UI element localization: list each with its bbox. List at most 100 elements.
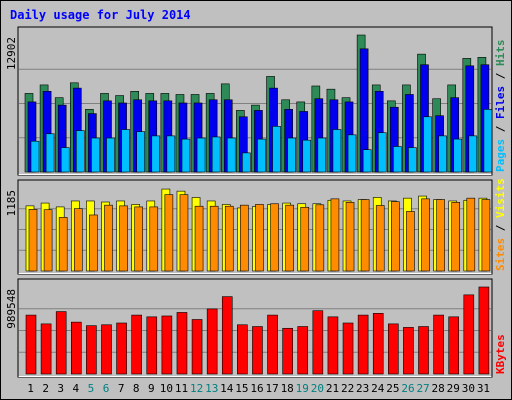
bar-pages-day-16: [257, 138, 266, 173]
bar-pages-day-13: [211, 136, 221, 173]
bar-pages-day-2: [45, 133, 55, 173]
bar-pages-day-24: [377, 132, 387, 173]
panel-kbytes: 989548 KBytes: [5, 278, 507, 378]
bar-pages-day-8: [136, 131, 145, 173]
bar-sites-day-24: [375, 205, 385, 272]
bar-kbytes-day-21: [327, 316, 339, 375]
bar-sites-day-10: [164, 194, 174, 272]
x-tick-label-day-29: 29: [447, 382, 460, 395]
x-tick-label-day-18: 18: [281, 382, 294, 395]
bar-pages-day-20: [317, 137, 327, 173]
bar-pages-day-21: [332, 129, 342, 173]
x-tick-label-day-10: 10: [160, 382, 173, 395]
bar-pages-day-3: [60, 147, 70, 173]
bar-pages-day-6: [106, 137, 115, 173]
bar-pages-day-29: [453, 138, 463, 173]
x-tick-label-day-9: 9: [148, 382, 155, 395]
x-tick-label-day-31: 31: [477, 382, 490, 395]
bar-sites-day-6: [104, 204, 113, 272]
bar-kbytes-day-4: [70, 321, 82, 375]
x-tick-label-day-20: 20: [311, 382, 324, 395]
x-tick-label-day-2: 2: [42, 382, 49, 395]
bar-kbytes-day-15: [237, 324, 248, 375]
x-tick-label-day-14: 14: [220, 382, 234, 395]
bar-sites-day-25: [391, 201, 400, 272]
bar-kbytes-day-2: [40, 323, 52, 375]
bar-pages-day-10: [166, 135, 176, 173]
bar-pages-day-25: [393, 146, 402, 173]
x-tick-label-day-5: 5: [88, 382, 95, 395]
y-max-label: 12902: [5, 37, 18, 70]
bar-kbytes-day-12: [191, 319, 203, 375]
bar-pages-day-11: [181, 138, 191, 173]
bar-sites-day-5: [89, 214, 98, 272]
bar-sites-day-22: [345, 202, 355, 272]
legend-pages: Pages: [494, 139, 507, 172]
bar-pages-day-17: [272, 126, 281, 173]
chart-title: Daily usage for July 2014: [10, 8, 191, 22]
bar-sites-day-12: [194, 205, 204, 272]
bar-sites-day-26: [406, 211, 415, 272]
bar-kbytes-day-17: [267, 314, 278, 375]
bar-sites-day-29: [451, 202, 461, 272]
x-tick-label-day-17: 17: [265, 382, 278, 395]
x-tick-label-day-13: 13: [205, 382, 218, 395]
legend-visits: Visits: [494, 178, 507, 218]
legend-files: Files: [494, 86, 507, 119]
x-tick-label-day-21: 21: [326, 382, 339, 395]
bar-sites-day-31: [481, 199, 491, 272]
x-tick-label-day-6: 6: [103, 382, 110, 395]
bar-kbytes-day-3: [55, 311, 67, 375]
bar-sites-day-7: [119, 205, 128, 272]
bar-kbytes-day-27: [418, 326, 429, 375]
bar-sites-day-9: [149, 206, 159, 272]
panel-hits-files-pages: 12902 Pages / Files / Hits: [5, 26, 507, 176]
x-tick-label-day-25: 25: [386, 382, 399, 395]
x-tick-label-day-22: 22: [341, 382, 354, 395]
bar-sites-day-27: [421, 198, 430, 272]
legend-hits: Hits: [494, 40, 507, 67]
bar-pages-day-27: [423, 116, 432, 173]
bar-sites-day-28: [436, 199, 445, 272]
bar-kbytes-day-20: [312, 310, 324, 375]
bar-pages-day-18: [287, 137, 296, 173]
bar-kbytes-day-1: [25, 314, 37, 375]
bar-sites-day-21: [330, 198, 340, 272]
bar-kbytes-day-11: [176, 312, 188, 375]
bar-kbytes-day-8: [131, 314, 142, 375]
bar-pages-day-7: [121, 129, 130, 173]
bar-kbytes-day-29: [448, 316, 460, 375]
bar-kbytes-day-19: [297, 326, 309, 375]
bar-kbytes-day-10: [161, 315, 173, 375]
x-tick-label-day-1: 1: [27, 382, 34, 395]
bar-kbytes-day-14: [221, 296, 233, 375]
bar-kbytes-day-22: [342, 322, 354, 375]
bar-kbytes-day-30: [463, 294, 475, 375]
bar-kbytes-day-7: [116, 322, 127, 375]
bar-sites-day-20: [315, 204, 325, 272]
y-max-label: 989548: [5, 289, 18, 329]
bar-pages-day-31: [483, 109, 493, 173]
bar-pages-day-26: [408, 147, 417, 173]
bar-sites-day-17: [270, 203, 279, 272]
bar-sites-day-14: [224, 205, 234, 272]
bar-kbytes-day-13: [206, 308, 218, 375]
legend-kbytes: KBytes: [494, 334, 507, 374]
bar-sites-day-3: [58, 217, 68, 272]
x-tick-label-day-28: 28: [432, 382, 445, 395]
bar-kbytes-day-31: [478, 286, 490, 375]
bar-kbytes-day-23: [357, 314, 369, 375]
x-tick-label-day-30: 30: [462, 382, 475, 395]
bar-pages-day-23: [362, 149, 372, 173]
y-series-legend: Pages / Files / Hits: [494, 40, 507, 173]
bar-pages-day-1: [30, 140, 40, 173]
panel-visits-sites: 1185 Sites / Visits: [5, 178, 507, 275]
x-tick-label-day-4: 4: [73, 382, 80, 395]
bar-kbytes-day-28: [433, 314, 444, 375]
bar-kbytes-day-26: [403, 327, 414, 375]
y-series-legend: KBytes: [494, 334, 507, 374]
bar-kbytes-day-25: [388, 323, 399, 375]
bar-kbytes-day-18: [282, 327, 293, 375]
x-tick-label-day-19: 19: [296, 382, 309, 395]
